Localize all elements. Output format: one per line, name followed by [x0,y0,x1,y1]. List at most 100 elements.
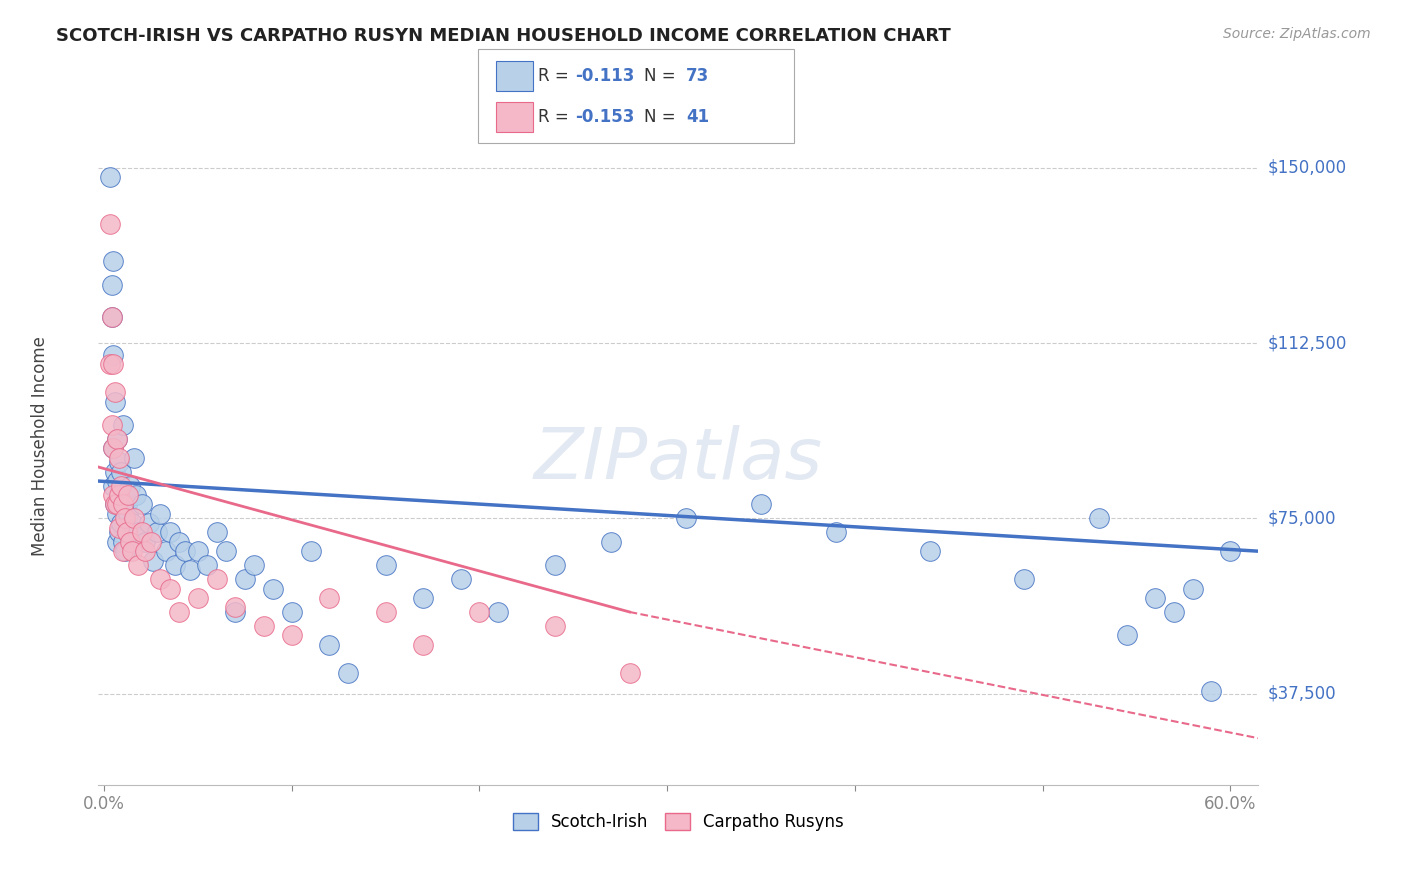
Point [215,544,238,558]
Point [103,254,125,268]
Legend: Scotch-Irish, Carpatho Rusyns: Scotch-Irish, Carpatho Rusyns [506,806,851,838]
Point [103,442,125,456]
Point [108,450,131,465]
Point [104,394,127,409]
Point [1163,605,1185,619]
Text: $112,500: $112,500 [1268,334,1347,352]
Text: Source: ZipAtlas.com: Source: ZipAtlas.com [1223,27,1371,41]
Point [1088,511,1111,525]
Point [252,619,274,633]
Text: $150,000: $150,000 [1268,159,1347,177]
Point [98,217,121,231]
Point [105,498,128,512]
Point [450,572,472,586]
Point [115,525,138,540]
Point [131,498,153,512]
Point [159,525,181,540]
Point [105,507,128,521]
Point [543,558,565,573]
Point [1201,684,1223,698]
Point [412,591,434,605]
Point [281,605,304,619]
Point [918,544,941,558]
Point [374,605,396,619]
Point [103,357,125,371]
Point [117,488,139,502]
Point [149,572,172,586]
Text: N =: N = [644,67,681,86]
Point [599,534,621,549]
Point [165,558,187,573]
Point [100,310,122,325]
Point [468,605,491,619]
Point [98,357,121,371]
Point [675,511,697,525]
Point [318,638,340,652]
Text: $75,000: $75,000 [1268,509,1336,527]
Point [122,450,145,465]
Point [195,558,218,573]
Point [167,534,190,549]
Point [187,544,209,558]
Text: SCOTCH-IRISH VS CARPATHO RUSYN MEDIAN HOUSEHOLD INCOME CORRELATION CHART: SCOTCH-IRISH VS CARPATHO RUSYN MEDIAN HO… [56,27,950,45]
Text: -0.153: -0.153 [575,108,634,126]
Text: Median Household Income: Median Household Income [31,336,49,556]
Point [134,544,156,558]
Point [138,516,160,530]
Point [110,479,132,493]
Point [318,591,340,605]
Point [224,600,246,615]
Point [114,511,136,525]
Point [145,525,167,540]
Point [103,348,125,362]
Point [111,498,134,512]
Text: R =: R = [538,67,575,86]
Point [1181,582,1204,596]
Point [104,385,127,400]
Point [127,558,149,573]
Point [233,572,256,586]
Point [224,605,246,619]
Point [619,665,641,680]
Point [205,525,228,540]
Point [139,534,162,549]
Point [127,525,149,540]
Point [825,525,848,540]
Point [105,432,128,446]
Point [299,544,322,558]
Point [159,582,181,596]
Point [105,432,128,446]
Text: 41: 41 [686,108,709,126]
Point [1219,544,1241,558]
Point [111,417,134,432]
Text: $37,500: $37,500 [1268,685,1336,703]
Point [108,521,131,535]
Point [486,605,509,619]
Point [100,277,122,292]
Text: -0.113: -0.113 [575,67,634,86]
Point [108,455,131,469]
Point [173,544,195,558]
Point [1144,591,1167,605]
Point [142,553,165,567]
Point [412,638,434,652]
Point [131,525,153,540]
Point [1012,572,1035,586]
Point [121,544,143,558]
Point [337,665,360,680]
Point [179,563,201,577]
Point [187,591,209,605]
Point [243,558,266,573]
Point [1116,628,1139,642]
Point [98,170,121,185]
Text: ZIPatlas: ZIPatlas [534,425,823,494]
Point [104,465,127,479]
Point [134,534,156,549]
Point [121,516,143,530]
Point [108,498,131,512]
Point [374,558,396,573]
Text: 73: 73 [686,67,710,86]
Point [117,507,139,521]
Point [262,582,284,596]
Point [105,474,128,488]
